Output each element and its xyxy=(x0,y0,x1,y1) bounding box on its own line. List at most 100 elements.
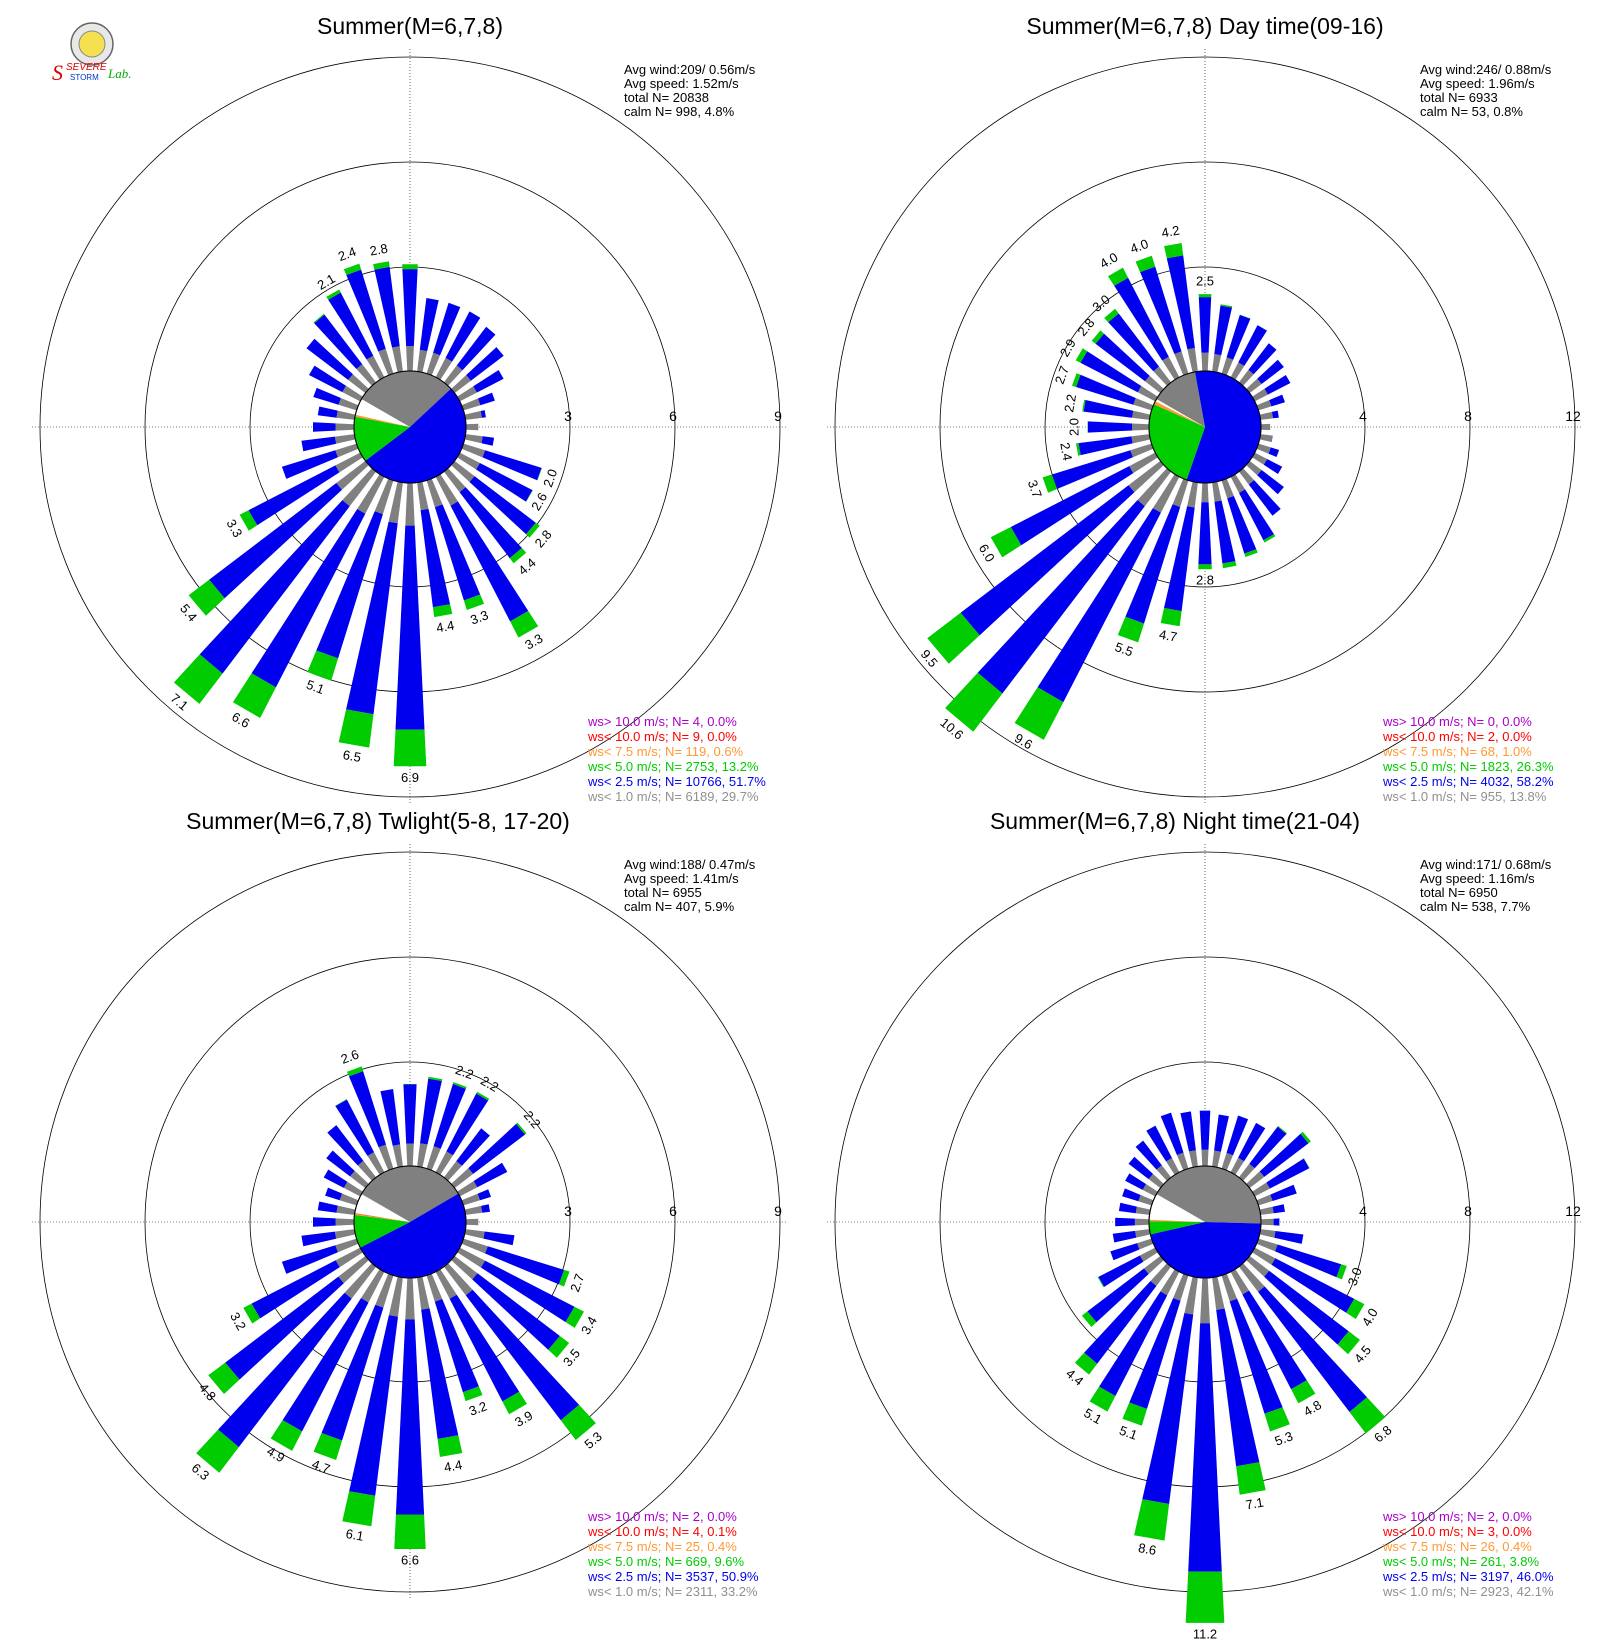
bar-segment xyxy=(347,1066,364,1077)
stat-line: total N= 6933 xyxy=(1420,90,1498,105)
bar-segment xyxy=(526,522,540,538)
bar-segment xyxy=(346,521,398,715)
bar-segment xyxy=(209,483,342,599)
bar-segment xyxy=(378,348,394,376)
stat-line: Avg wind:209/ 0.56m/s xyxy=(624,62,756,77)
bar-value-label: 4.4 xyxy=(443,1457,463,1475)
bar-segment xyxy=(374,266,400,348)
bar-value-label: 3.4 xyxy=(578,1314,600,1337)
bar-60deg xyxy=(1252,375,1291,402)
bar-segment xyxy=(281,450,338,479)
bar-segment xyxy=(1230,1269,1250,1295)
bar-segment xyxy=(395,525,425,730)
bar-segment xyxy=(342,468,377,507)
bar-segment xyxy=(1164,243,1184,259)
bar-270deg xyxy=(1115,1217,1150,1227)
bar-value-label: 9.6 xyxy=(1012,730,1035,752)
bar-segment xyxy=(1130,443,1154,458)
bar-segment xyxy=(1259,1206,1274,1215)
bar-segment xyxy=(1252,1247,1276,1265)
bar-segment xyxy=(196,1429,239,1473)
legend-entry: ws> 10.0 m/s; N= 0, 0.0% xyxy=(1382,714,1532,729)
bar-segment xyxy=(1135,1229,1151,1238)
legend-entry: ws< 2.5 m/s; N= 3537, 50.9% xyxy=(587,1569,759,1584)
bar-segment xyxy=(1258,1286,1367,1412)
bar-segment xyxy=(1212,481,1222,502)
bar-70deg xyxy=(461,392,495,411)
bar-value-label: 2.2 xyxy=(521,1108,544,1131)
pie-slice xyxy=(361,1165,459,1222)
bar-value-label: 4.7 xyxy=(1158,627,1178,645)
bar-120deg xyxy=(457,452,533,502)
bar-segment xyxy=(328,292,374,360)
bar-segment xyxy=(173,654,223,704)
bar-segment xyxy=(417,481,429,511)
bar-segment xyxy=(1256,443,1271,454)
stat-line: total N= 6950 xyxy=(1420,885,1498,900)
bar-value-label: 6.6 xyxy=(229,709,252,731)
bar-value-label: 6.9 xyxy=(401,770,419,785)
bar-segment xyxy=(321,1304,384,1441)
bar-segment xyxy=(1138,1195,1154,1206)
bar-310deg xyxy=(326,1150,369,1189)
bar-value-label: 3.3 xyxy=(522,631,545,653)
bar-segment xyxy=(232,673,276,718)
pie-slice xyxy=(354,414,410,427)
bar-120deg xyxy=(1252,1247,1365,1319)
bar-segment xyxy=(1264,1270,1349,1345)
bar-segment xyxy=(1137,1238,1154,1250)
bar-value-label: 2.6 xyxy=(339,1047,361,1067)
bar-40deg xyxy=(443,326,496,386)
bar-segment xyxy=(1238,1263,1265,1292)
bar-segment xyxy=(433,1083,466,1149)
bar-segment xyxy=(1112,1230,1137,1243)
bar-segment xyxy=(393,729,427,767)
bar-segment xyxy=(1132,410,1151,420)
bar-value-label: 5.1 xyxy=(1081,1405,1104,1427)
bar-segment xyxy=(435,357,453,380)
bar-segment xyxy=(509,548,527,564)
bar-segment xyxy=(309,365,346,393)
bar-segment xyxy=(510,611,539,638)
bar-80deg xyxy=(1259,410,1279,420)
bar-segment xyxy=(1139,1247,1158,1262)
bar-segment xyxy=(1188,1323,1222,1572)
bar-segment xyxy=(548,1336,570,1358)
bar-segment xyxy=(459,487,522,559)
bar-value-label: 2.0 xyxy=(540,467,560,489)
bar-segment xyxy=(325,1187,343,1201)
bar-segment xyxy=(301,1231,337,1247)
ring-label: 3 xyxy=(564,1203,572,1219)
bar-segment xyxy=(482,450,542,481)
bar-segment xyxy=(1072,373,1081,387)
bar-segment xyxy=(476,463,533,502)
bar-segment xyxy=(433,302,461,356)
bar-value-label: 4.4 xyxy=(435,618,455,636)
bar-segment xyxy=(1122,1402,1147,1426)
bar-segment xyxy=(405,482,415,526)
bar-segment xyxy=(1337,1331,1360,1355)
bar-segment xyxy=(313,387,341,405)
bar-350deg xyxy=(373,261,403,373)
ring-label: 8 xyxy=(1464,1203,1472,1219)
bar-segment xyxy=(462,1386,483,1402)
bar-segment xyxy=(361,1269,385,1303)
bar-segment xyxy=(558,1269,570,1287)
bar-40deg xyxy=(1238,343,1277,386)
bar-segment xyxy=(1108,313,1159,372)
bar-segment xyxy=(327,1125,364,1166)
bar-value-label: 4.8 xyxy=(1301,1397,1324,1419)
bar-190deg xyxy=(1160,481,1198,627)
bar-270deg xyxy=(313,422,355,432)
bar-segment xyxy=(1125,1173,1146,1190)
bar-50deg xyxy=(1246,359,1284,394)
bar-value-label: 11.2 xyxy=(1193,1627,1217,1640)
bar-30deg xyxy=(1230,325,1267,380)
bar-200deg xyxy=(313,1273,394,1460)
bar-segment xyxy=(565,1306,584,1328)
bar-10deg xyxy=(417,1076,443,1168)
bar-220deg xyxy=(1074,1263,1172,1375)
bar-segment xyxy=(451,460,475,482)
bar-segment xyxy=(1242,1290,1307,1390)
legend-entry: ws< 7.5 m/s; N= 25, 0.4% xyxy=(587,1539,737,1554)
